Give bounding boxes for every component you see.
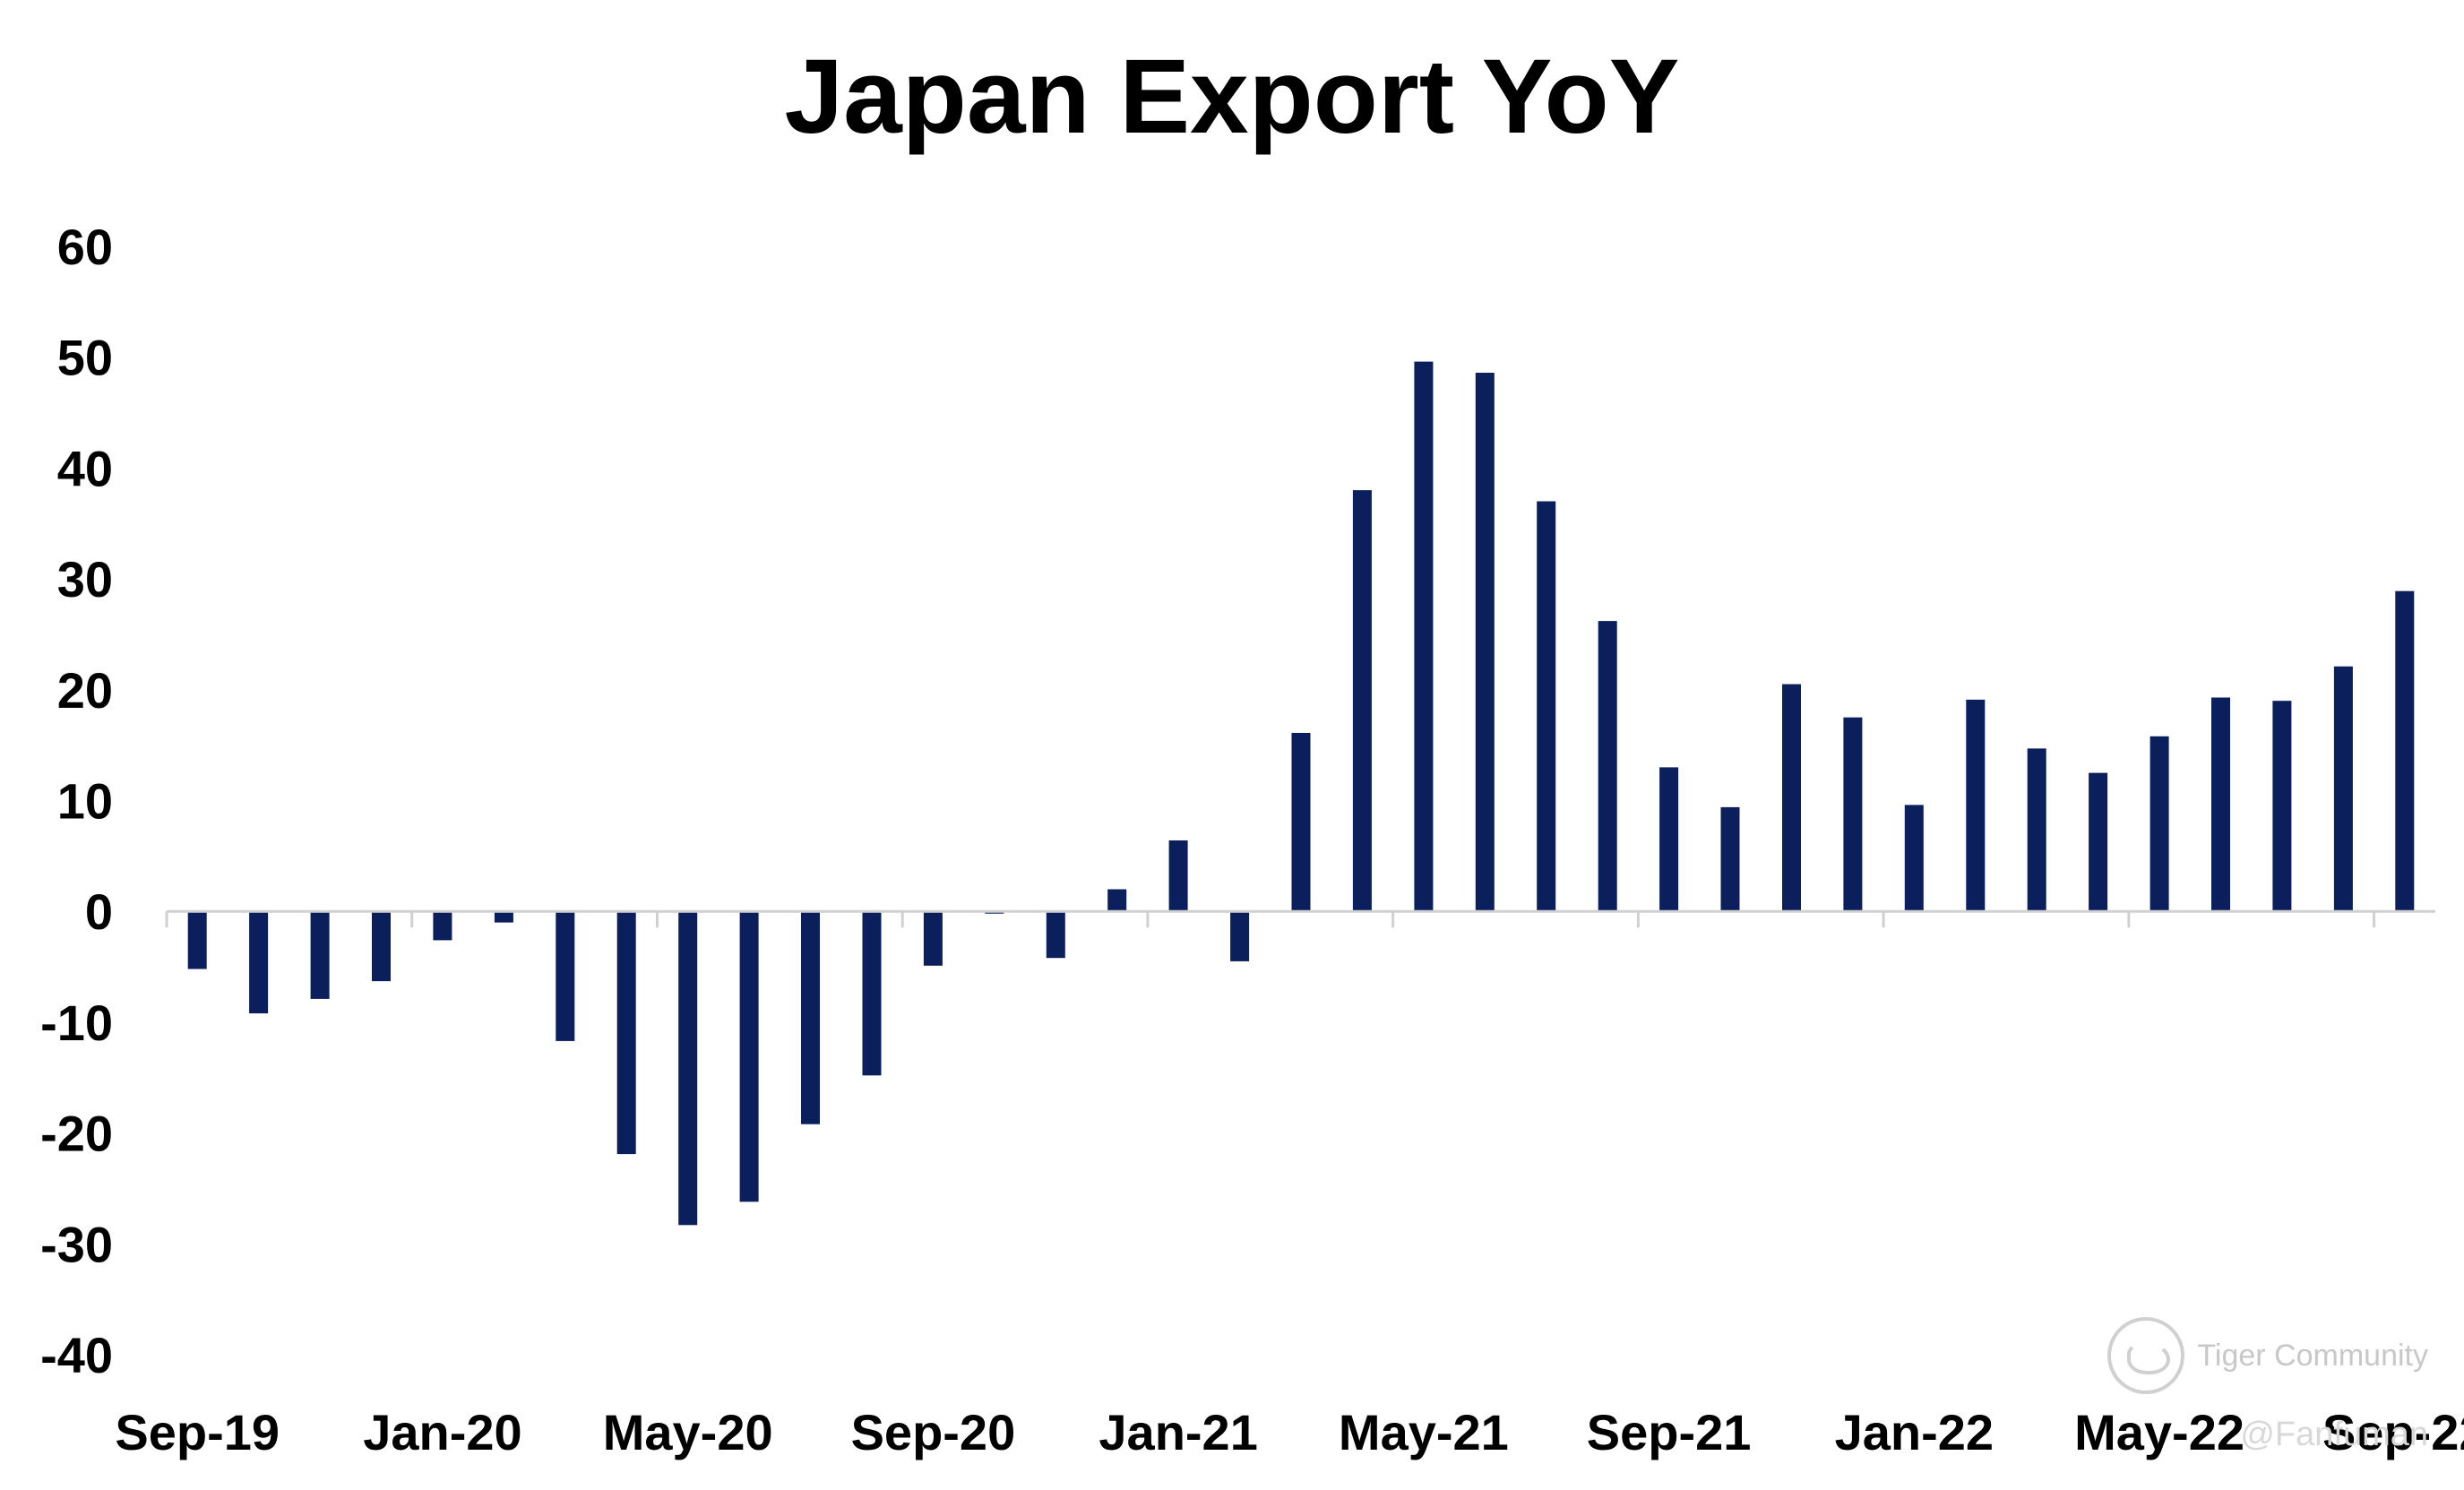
- bar-sep-21: [1659, 767, 1679, 912]
- y-tick-label: 0: [85, 883, 113, 940]
- watermark-handle: @Fanfuman: [2240, 1416, 2428, 1453]
- bar-mar-22: [2027, 748, 2046, 912]
- y-tick-label: 30: [57, 551, 113, 607]
- bar-dec-19: [372, 911, 391, 982]
- bar-sep-19: [187, 911, 207, 969]
- bar-dec-20: [1107, 889, 1127, 912]
- chart-title: Japan Export YoY: [784, 38, 1680, 156]
- bar-jul-21: [1537, 501, 1556, 912]
- x-tick-label: Sep-19: [115, 1404, 280, 1460]
- bar-aug-22: [2333, 666, 2353, 912]
- x-axis-labels: Sep-19 Jan-20 May-20 Sep-20 Jan-21 May-21 Sep-…: [115, 1404, 2464, 1460]
- bar-sep-22: [2395, 590, 2415, 912]
- x-tick-label: Sep-21: [1587, 1404, 1752, 1460]
- bar-mar-20: [556, 911, 575, 1041]
- bar-may-20: [678, 911, 698, 1226]
- watermark-brand: Tiger Community: [2197, 1338, 2428, 1373]
- x-tick-label: May-22: [2074, 1404, 2244, 1460]
- x-tick-label: May-21: [1339, 1404, 1509, 1460]
- bar-jul-20: [801, 911, 820, 1124]
- y-tick-label: 20: [57, 662, 113, 719]
- y-tick-label: -40: [40, 1327, 113, 1383]
- bar-jul-22: [2272, 701, 2292, 912]
- y-tick-label: 10: [57, 773, 113, 830]
- x-tick-label: Sep-22: [2322, 1404, 2464, 1460]
- bar-apr-21: [1352, 490, 1372, 912]
- watermark: Tiger Community: [2107, 1317, 2428, 1394]
- bar-aug-20: [862, 911, 882, 1076]
- y-tick-label: -20: [40, 1106, 113, 1162]
- bar-oct-21: [1720, 806, 1740, 912]
- bar-jan-21: [1168, 840, 1188, 912]
- bar-mar-21: [1291, 733, 1311, 912]
- bar-oct-19: [249, 911, 269, 1013]
- y-tick-label: 50: [57, 330, 113, 386]
- bar-series: [187, 361, 2415, 1226]
- x-axis: [165, 909, 2435, 928]
- bar-may-22: [2150, 736, 2169, 912]
- tiger-logo-icon: [2107, 1317, 2185, 1394]
- x-tick-label: Jan-22: [1835, 1404, 1994, 1460]
- y-tick-label: 40: [57, 440, 113, 496]
- bar-jun-20: [739, 911, 759, 1202]
- bar-dec-21: [1843, 717, 1863, 912]
- bar-jan-20: [433, 911, 452, 941]
- bar-jun-21: [1475, 373, 1495, 912]
- bar-nov-19: [310, 911, 330, 999]
- bar-feb-21: [1230, 911, 1250, 961]
- bar-apr-20: [616, 911, 636, 1155]
- bar-jun-22: [2211, 697, 2230, 912]
- bar-aug-21: [1598, 621, 1617, 912]
- bar-apr-22: [2089, 772, 2108, 912]
- bar-feb-22: [1966, 699, 1986, 912]
- bar-may-21: [1414, 361, 1434, 912]
- bar-feb-20: [494, 911, 513, 923]
- bar-sep-20: [923, 911, 943, 966]
- x-tick-label: Jan-20: [363, 1404, 521, 1460]
- bar-jan-22: [1904, 805, 1924, 912]
- y-tick-label: -30: [40, 1216, 113, 1272]
- x-tick-label: Jan-21: [1098, 1404, 1257, 1460]
- y-tick-label: -10: [40, 995, 113, 1051]
- y-tick-label: 60: [57, 219, 113, 275]
- x-tick-label: May-20: [603, 1404, 773, 1460]
- y-axis-labels: 60 50 40 30 20 10 0 -10 -20 -30 -40: [40, 219, 113, 1383]
- x-tick-label: Sep-20: [851, 1404, 1016, 1460]
- bar-nov-20: [1046, 911, 1065, 959]
- bar-nov-21: [1782, 684, 1801, 912]
